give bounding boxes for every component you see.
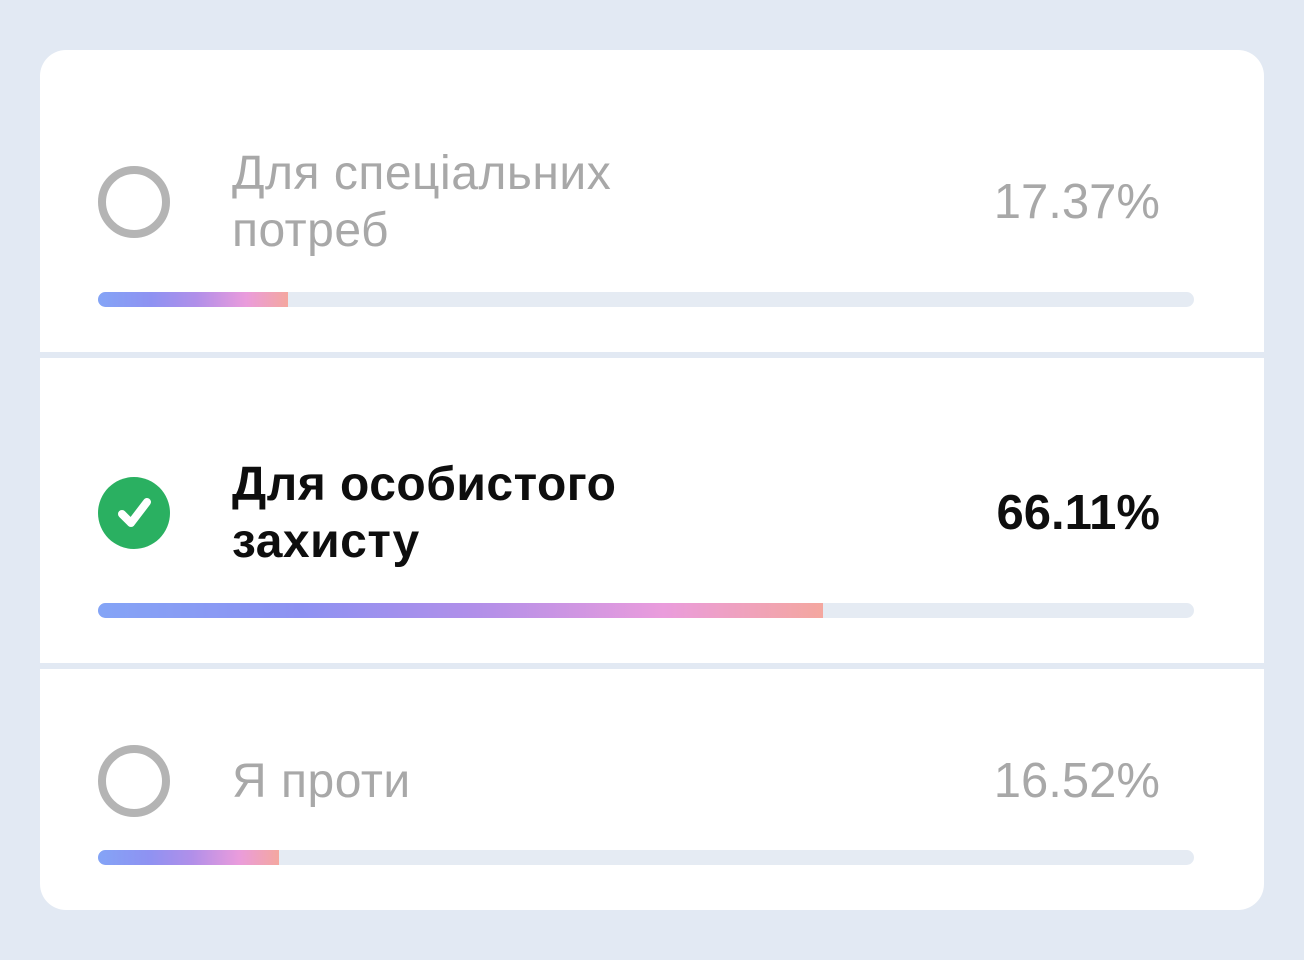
progress-fill xyxy=(98,292,289,307)
poll-option-row: Для спеціальних потреб 17.37% xyxy=(98,145,1194,259)
poll-option-row: Я проти 16.52% xyxy=(98,745,1194,817)
progress-track xyxy=(98,850,1194,865)
poll-results: Для спеціальних потреб 17.37% Для особис… xyxy=(40,50,1264,910)
poll-option-label: Для особистого захисту xyxy=(232,458,617,568)
poll-option-label: Я проти xyxy=(232,754,411,808)
checkmark-selected-icon[interactable] xyxy=(98,477,170,549)
radio-unselected-icon[interactable] xyxy=(98,745,170,817)
poll-option-label: Для спеціальних потреб xyxy=(232,147,612,257)
progress-fill xyxy=(98,603,823,618)
poll-option-personal-protection[interactable]: Для особистого захисту 66.11% xyxy=(40,358,1264,663)
progress-track xyxy=(98,603,1194,618)
poll-option-special-needs[interactable]: Для спеціальних потреб 17.37% xyxy=(40,50,1264,352)
poll-option-percentage: 16.52% xyxy=(993,754,1160,808)
progress-fill xyxy=(98,850,280,865)
poll-option-against[interactable]: Я проти 16.52% xyxy=(40,669,1264,910)
radio-unselected-icon[interactable] xyxy=(98,166,170,238)
poll-option-percentage: 66.11% xyxy=(996,486,1161,540)
progress-track xyxy=(98,292,1194,307)
poll-option-row: Для особистого захисту 66.11% xyxy=(98,456,1194,570)
poll-option-percentage: 17.37% xyxy=(993,175,1160,229)
